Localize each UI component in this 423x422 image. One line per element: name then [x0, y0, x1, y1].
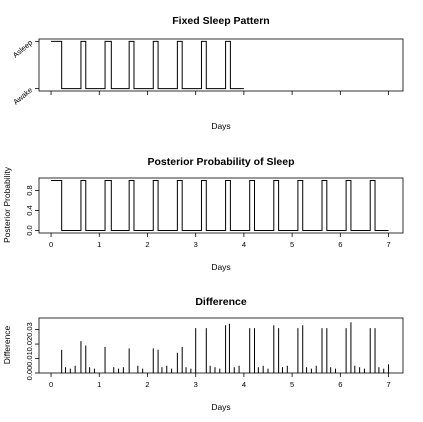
- y-tick-label: 0.00: [25, 366, 34, 381]
- plot-frame: [38, 317, 404, 374]
- plot-frame: [38, 177, 404, 234]
- x-axis-label: Days: [211, 121, 230, 131]
- y-tick-label: Awake: [11, 85, 34, 106]
- x-tick-label: 3: [194, 380, 198, 389]
- series-group: [51, 180, 389, 231]
- x-axis-ticks: 0 1 2 3 4 5 6 7: [49, 233, 391, 249]
- x-tick-label: 6: [338, 240, 342, 249]
- y-tick-label: 0.4: [25, 205, 34, 215]
- x-tick-label: 2: [145, 380, 149, 389]
- x-tick-label: 6: [338, 380, 342, 389]
- y-axis-ticks: Awake Asleep: [11, 38, 39, 107]
- x-axis-label: Days: [211, 402, 230, 412]
- chart-title: Posterior Probability of Sleep: [147, 156, 294, 168]
- x-axis-ticks: [50, 91, 389, 95]
- y-axis-label: Posterior Probability: [2, 166, 12, 243]
- x-tick-label: 2: [145, 240, 149, 249]
- x-tick-label: 5: [290, 380, 294, 389]
- x-tick-label: 1: [97, 240, 101, 249]
- series-group: [51, 40, 244, 90]
- y-tick-label: 0.01: [25, 351, 34, 366]
- x-tick-label: 3: [194, 240, 198, 249]
- chart-difference: Difference 0 1 2 3 4 5 6 7 0.000.010.020.03 Day…: [2, 296, 404, 412]
- y-tick-label: 0.8: [25, 185, 34, 195]
- x-tick-label: 0: [49, 240, 53, 249]
- y-tick-label: 0.0: [25, 225, 34, 235]
- series-line: [51, 40, 244, 90]
- y-axis-ticks: 0.0 0.4 0.8: [25, 185, 39, 236]
- series-line: [51, 180, 389, 231]
- y-axis-ticks: 0.000.010.020.03: [25, 322, 39, 380]
- chart-title: Difference: [195, 296, 247, 308]
- chart-title: Fixed Sleep Pattern: [172, 15, 269, 27]
- x-tick-label: 5: [290, 240, 294, 249]
- series-group: [61, 322, 390, 373]
- x-tick-label: 7: [386, 240, 390, 249]
- x-tick-label: 1: [97, 380, 101, 389]
- plot-frame: [38, 38, 404, 92]
- x-axis-ticks: 0 1 2 3 4 5 6 7: [49, 373, 391, 389]
- y-tick-label: Asleep: [11, 38, 34, 60]
- x-axis-label: Days: [211, 262, 230, 272]
- x-tick-label: 4: [242, 240, 246, 249]
- y-axis-label: Difference: [2, 325, 12, 364]
- x-tick-label: 4: [242, 380, 246, 389]
- y-tick-label: 0.03: [25, 322, 34, 337]
- chart-fixed-sleep-pattern: Fixed Sleep Pattern Awake Asleep Days: [11, 15, 404, 131]
- x-tick-label: 0: [49, 380, 53, 389]
- y-tick-label: 0.02: [25, 337, 34, 352]
- x-tick-label: 7: [386, 380, 390, 389]
